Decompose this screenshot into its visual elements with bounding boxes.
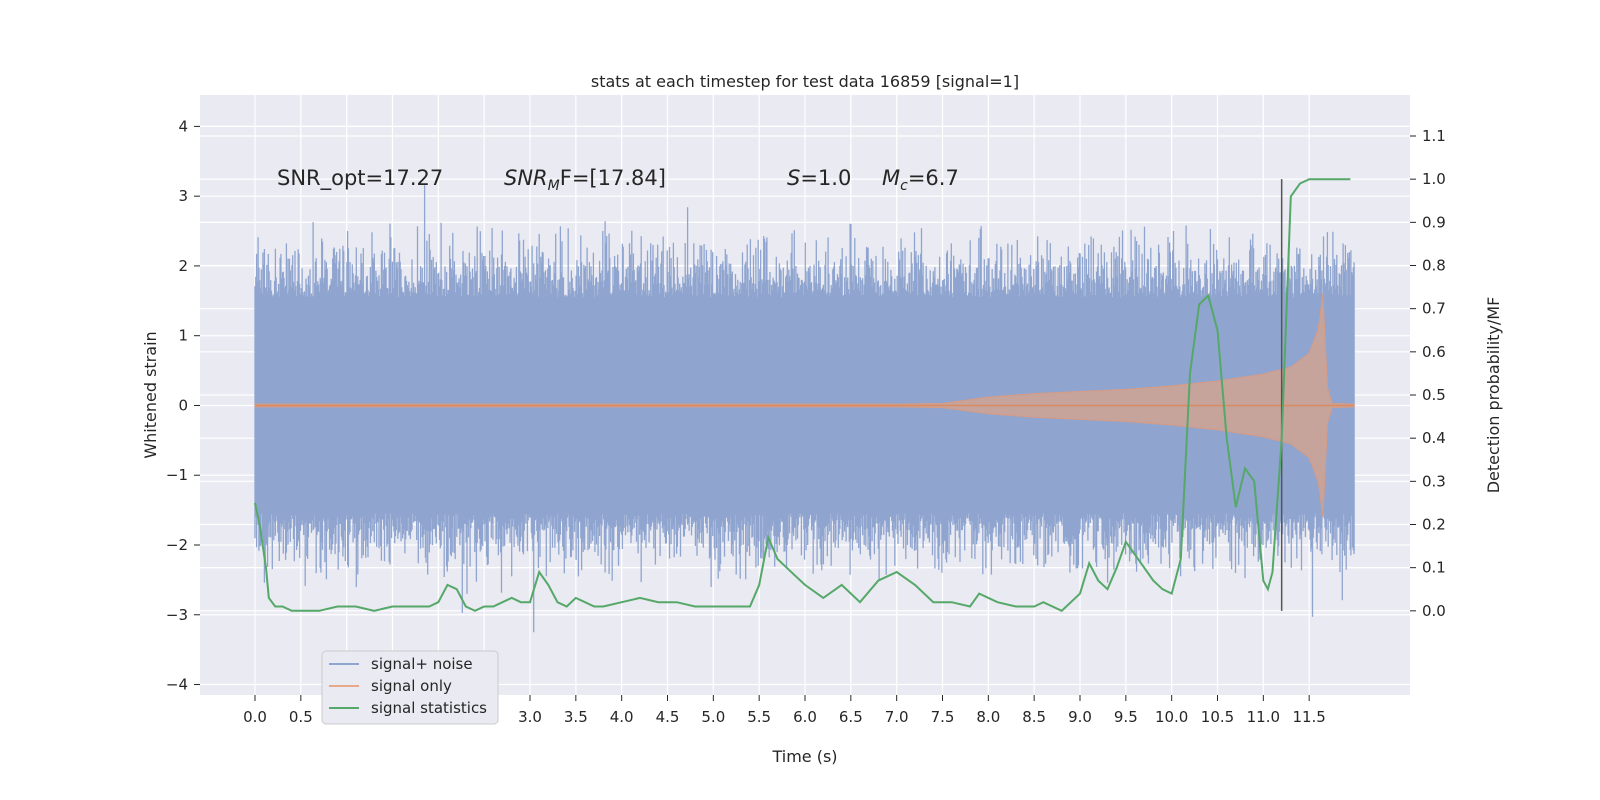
y2-tick-label-0: 0.0: [1422, 602, 1446, 620]
s-label: S: [787, 166, 800, 190]
mc-label: M: [882, 166, 900, 190]
x-tick-label-14: 7.0: [885, 708, 909, 726]
x-tick-label-1: 0.5: [289, 708, 313, 726]
annotation-snr-mf: SNRMF=[17.84]: [504, 166, 666, 194]
x-tick-label-16: 8.0: [976, 708, 1000, 726]
legend-label-signal-noise: signal+ noise: [371, 655, 473, 673]
y-tick-label-4: 0: [178, 396, 188, 414]
y2-tick-label-7: 0.7: [1422, 300, 1446, 318]
x-tick-label-21: 10.5: [1201, 708, 1234, 726]
y-tick-label-3: −1: [166, 466, 188, 484]
snr-mf-label: SNR: [504, 166, 548, 190]
x-tick-label-11: 5.5: [747, 708, 771, 726]
y2-tick-label-2: 0.2: [1422, 515, 1446, 533]
mc-value: =6.7: [908, 166, 959, 190]
mc-subscript: c: [900, 178, 908, 194]
y2-tick-label-3: 0.3: [1422, 472, 1446, 490]
y-tick-label-6: 2: [178, 257, 188, 275]
y2-tick-label-11: 1.1: [1422, 127, 1446, 145]
x-tick-label-23: 11.5: [1292, 708, 1325, 726]
y-tick-label-8: 4: [178, 117, 188, 135]
y2-tick-label-8: 0.8: [1422, 257, 1446, 275]
y2-tick-label-9: 0.9: [1422, 213, 1446, 231]
y-tick-label-2: −2: [166, 536, 188, 554]
snr-mf-subscript: M: [548, 178, 560, 194]
x-tick-label-18: 9.0: [1068, 708, 1092, 726]
x-tick-label-12: 6.0: [793, 708, 817, 726]
x-tick-label-13: 6.5: [839, 708, 863, 726]
x-axis-title: Time (s): [771, 747, 837, 766]
legend: signal+ noise signal only signal statist…: [321, 650, 499, 725]
y-axis-left: −4 −3 −2 −1 0 1 2 3 4: [166, 117, 200, 694]
y-tick-label-1: −3: [166, 606, 188, 624]
legend-label-signal-statistics: signal statistics: [371, 699, 487, 717]
y-tick-label-7: 3: [178, 187, 188, 205]
x-tick-label-20: 10.0: [1155, 708, 1188, 726]
x-tick-label-9: 4.5: [656, 708, 680, 726]
y2-tick-label-5: 0.5: [1422, 386, 1446, 404]
x-tick-label-10: 5.0: [701, 708, 725, 726]
y-tick-label-0: −4: [166, 676, 188, 694]
x-tick-label-17: 8.5: [1022, 708, 1046, 726]
x-tick-label-15: 7.5: [931, 708, 955, 726]
x-tick-label-6: 3.0: [518, 708, 542, 726]
y-tick-label-5: 1: [178, 327, 188, 345]
chart-title: stats at each timestep for test data 168…: [591, 72, 1019, 91]
y2-tick-label-4: 0.4: [1422, 429, 1446, 447]
annotation-snr-opt: SNR_opt=17.27: [277, 166, 443, 191]
x-tick-label-22: 11.0: [1247, 708, 1280, 726]
x-tick-label-0: 0.0: [243, 708, 267, 726]
legend-box: [321, 650, 499, 725]
s-value: =1.0: [800, 166, 851, 190]
annotation-mc: Mc=6.7: [882, 166, 959, 194]
x-tick-label-7: 3.5: [564, 708, 588, 726]
y2-axis-title: Detection probability/MF: [1484, 297, 1503, 494]
y2-tick-label-6: 0.6: [1422, 343, 1446, 361]
signal-only-series: [254, 293, 1355, 518]
annotation-s: S=1.0: [787, 166, 851, 190]
y-axis-title: Whitened strain: [141, 331, 160, 458]
signal-statistics-line: [254, 178, 1351, 612]
x-tick-label-8: 4.0: [610, 708, 634, 726]
y2-tick-label-1: 0.1: [1422, 559, 1446, 577]
y2-tick-label-10: 1.0: [1422, 170, 1446, 188]
legend-label-signal-only: signal only: [371, 677, 452, 695]
x-tick-label-19: 9.5: [1114, 708, 1138, 726]
y-axis-right: 0.0 0.1 0.2 0.3 0.4 0.5 0.6 0.7 0.8 0.9 1.0 1.1: [1410, 127, 1446, 620]
snr-mf-value: F=[17.84]: [560, 166, 666, 190]
